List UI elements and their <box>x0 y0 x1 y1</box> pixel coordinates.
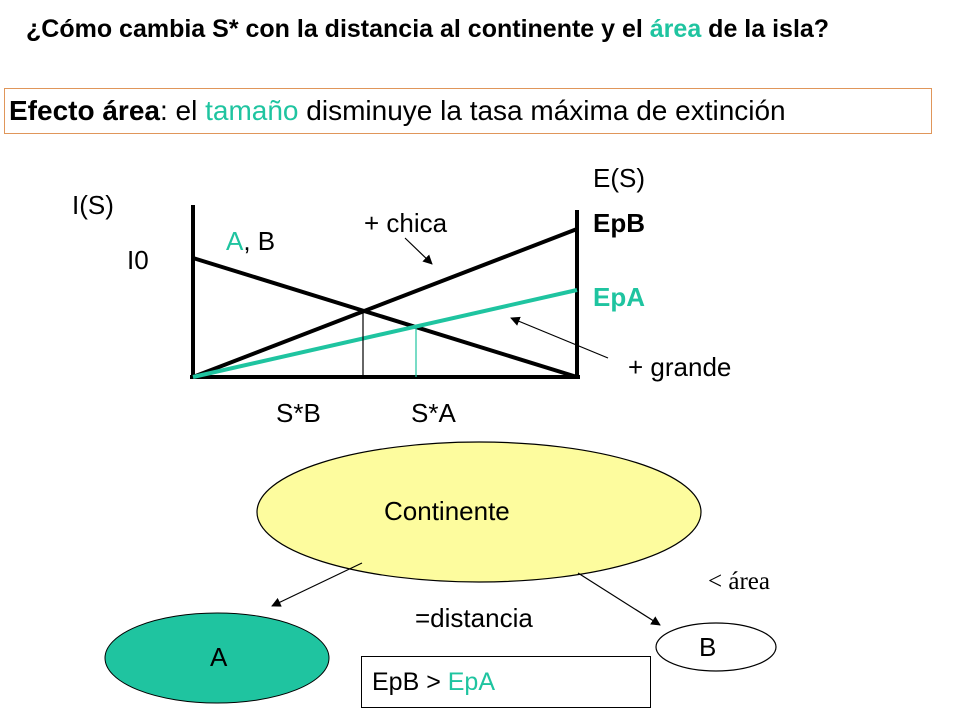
chica-label: + chica <box>364 208 448 238</box>
e-axis-label: E(S) <box>593 163 645 193</box>
island-a-label: A <box>210 642 228 672</box>
title-highlight: área <box>649 15 702 43</box>
effect-text-1: : el <box>159 95 206 126</box>
i0-label: I0 <box>127 245 149 275</box>
extinction-line-b <box>192 227 578 379</box>
comparison-left: EpB > <box>372 668 448 696</box>
epa-label: EpA <box>593 282 645 312</box>
less-area-label: < área <box>708 568 770 595</box>
s-star-a-label: S*A <box>411 398 456 428</box>
distance-label: =distancia <box>415 603 533 633</box>
i-axis-label: I(S) <box>72 190 114 220</box>
effect-text-2: disminuye la tasa máxima de extinción <box>298 95 786 126</box>
page-title: ¿Cómo cambia S* con la distancia al cont… <box>26 10 946 48</box>
effect-bold-label: Efecto área <box>9 95 160 126</box>
title-text-2: de la isla? <box>701 15 830 43</box>
island-b-ellipse <box>655 622 777 672</box>
ab-label-a: A <box>226 226 244 256</box>
continent-ellipse <box>256 441 702 583</box>
chica-arrow <box>404 237 433 265</box>
immigration-line <box>192 256 578 379</box>
title-text-1: ¿Cómo cambia S* con la distancia al cont… <box>26 15 650 43</box>
ab-label-b: , B <box>243 226 276 256</box>
extinction-line-a <box>192 288 578 379</box>
ab-label: A, B <box>226 226 275 257</box>
effect-highlight: tamaño <box>205 95 299 126</box>
arrow-to-island-a <box>271 562 363 607</box>
grande-label: + grande <box>628 352 732 382</box>
area-effect-box: Efecto área: el tamaño disminuye la tasa… <box>4 88 932 134</box>
arrow-to-island-b <box>577 572 661 626</box>
island-b-label: B <box>699 632 717 662</box>
comparison-right: EpA <box>447 668 496 696</box>
grande-arrow <box>510 316 609 359</box>
comparison-box: EpB > EpA <box>361 656 651 708</box>
s-star-b-label: S*B <box>276 398 321 428</box>
continent-label: Continente <box>384 496 510 526</box>
island-a-ellipse <box>104 612 330 704</box>
epb-label: EpB <box>593 208 645 238</box>
